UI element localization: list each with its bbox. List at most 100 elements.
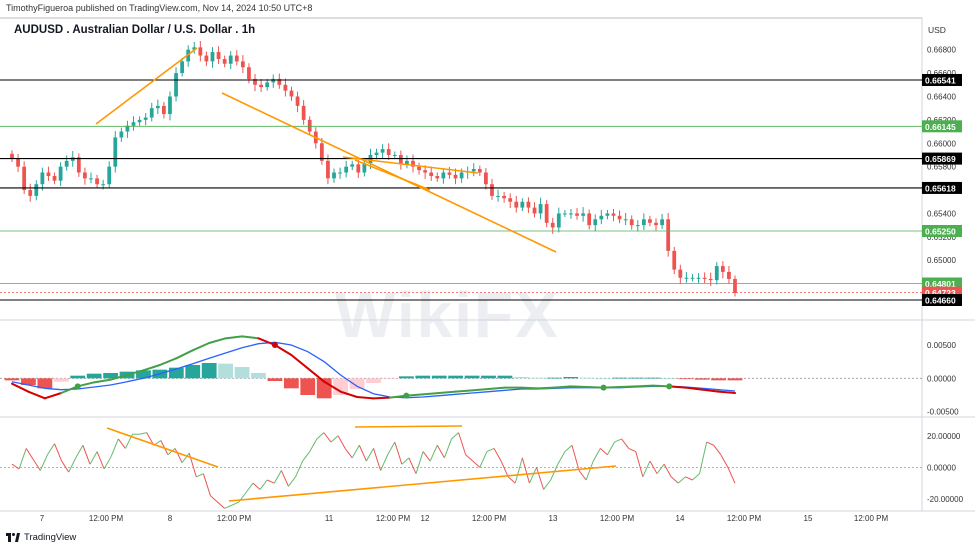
time-tick-label: 12:00 PM [376, 514, 411, 523]
candle-body [569, 213, 573, 215]
candle-body [690, 277, 695, 279]
osc-line-segment [685, 476, 693, 481]
candle-body [83, 172, 87, 179]
macd-line-segment [273, 344, 293, 356]
macd-line-segment [372, 396, 391, 400]
osc-line-segment [273, 470, 282, 484]
macd-histogram-bar [53, 378, 69, 382]
osc-line-segment [245, 482, 254, 493]
osc-line-segment [451, 432, 459, 440]
level-price-tag [922, 224, 962, 237]
osc-line-segment [564, 444, 573, 452]
time-tick-label: 12:00 PM [217, 514, 252, 523]
macd-histogram-bar [678, 378, 694, 380]
candle-body [332, 172, 336, 179]
candle-body [125, 125, 130, 132]
macd-histogram-bar [563, 377, 579, 379]
macd-histogram-bar [349, 378, 365, 389]
macd-histogram-bar [579, 377, 595, 379]
macd-histogram-bar [415, 375, 431, 379]
candle-body [155, 105, 160, 109]
candle-body [441, 172, 446, 179]
macd-histogram-bar [694, 378, 710, 380]
osc-line-segment [514, 457, 523, 484]
osc-line-segment [231, 501, 240, 506]
osc-line-segment [103, 456, 112, 470]
macd-histogram-bar [629, 377, 644, 379]
osc-line-segment [465, 454, 474, 462]
osc-line-segment [458, 432, 467, 455]
candle-body [398, 154, 403, 165]
osc-line-segment [309, 438, 318, 452]
macd-histogram-bar [4, 378, 20, 381]
macd-line-segment [27, 390, 46, 400]
candle-body [508, 198, 513, 202]
macd-cross-dot [271, 342, 278, 348]
level-price-tag [922, 73, 962, 86]
osc-line-segment [18, 448, 27, 470]
candle-body [611, 213, 616, 216]
osc-line-segment [443, 438, 452, 459]
macd-line-segment [717, 390, 736, 394]
candle-body [733, 278, 737, 293]
macd-histogram-bar [497, 375, 513, 379]
osc-line-segment [606, 441, 615, 455]
macd-histogram-bar [218, 363, 234, 379]
symbol-title[interactable]: AUDUSD . Australian Dollar / U.S. Dollar… [14, 24, 256, 36]
macd-line-segment [306, 367, 326, 383]
candle-body [429, 172, 434, 177]
candle-body [344, 166, 349, 173]
candle-body [678, 269, 683, 278]
macd-histogram-bar [431, 375, 447, 379]
candle-body [307, 119, 312, 132]
candle-body [526, 201, 531, 208]
osc-line-segment [252, 482, 261, 490]
osc-line-segment [720, 454, 729, 468]
macd-line-segment [43, 392, 63, 400]
macd-line-segment [323, 380, 342, 393]
time-tick-label: 8 [168, 514, 173, 523]
macd-histogram-bar [333, 378, 349, 395]
candle-body [605, 213, 610, 216]
candle-body [720, 266, 725, 272]
candle-body [575, 213, 579, 216]
osc-line-segment [578, 470, 587, 481]
candle-body [259, 84, 263, 88]
osc-line-segment [61, 460, 70, 473]
level-price-label: 0.65618 [925, 183, 956, 193]
level-price-tag [922, 294, 962, 306]
osc-line-segment [210, 495, 218, 503]
level-price-label: 0.66145 [925, 122, 956, 132]
macd-histogram-bar [86, 373, 102, 379]
candle-body [277, 78, 282, 85]
osc-line-segment [323, 432, 332, 443]
osc-line-segment [557, 451, 566, 465]
macd-line-segment [224, 335, 244, 340]
macd-line-segment [175, 349, 194, 360]
macd-line-segment [553, 385, 572, 389]
osc-line-segment [727, 467, 736, 484]
osc-line-segment [642, 460, 651, 478]
osc-line-segment [174, 448, 183, 463]
macd-line-segment [618, 385, 638, 388]
osc-line-segment [571, 445, 580, 471]
macd-line-segment [142, 364, 161, 372]
macd-histogram-bar [711, 378, 726, 381]
candle-body [210, 52, 215, 62]
time-tick-label: 12:00 PM [727, 514, 762, 523]
price-tick-label: 0.66000 [927, 139, 956, 148]
macd-line-segment [438, 390, 457, 394]
candle-body [502, 195, 507, 199]
osc-line-segment [330, 435, 339, 443]
macd-line-segment [93, 378, 112, 384]
tradingview-logo[interactable]: TradingView [6, 532, 76, 543]
time-tick-label: 14 [676, 514, 685, 523]
macd-histogram-bar [201, 363, 217, 379]
candle-body [113, 137, 118, 167]
candle-body [216, 52, 221, 60]
candle-body [180, 61, 185, 74]
osc-line-segment [82, 445, 91, 465]
osc-line-segment [259, 479, 268, 490]
time-tick-label: 7 [40, 514, 45, 523]
